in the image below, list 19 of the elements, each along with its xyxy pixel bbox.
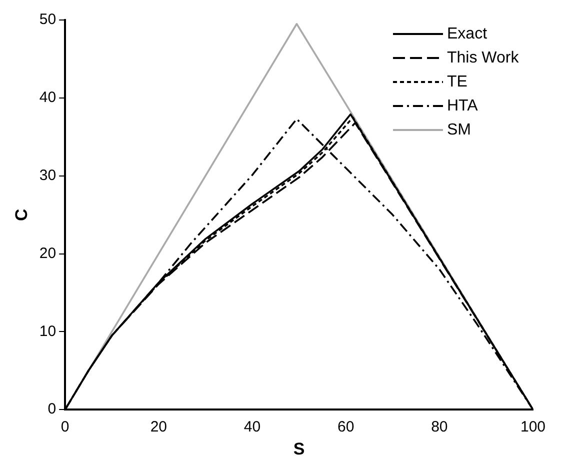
legend-label: This Work <box>447 49 520 66</box>
y-tick-label: 30 <box>39 166 56 184</box>
y-axis-title: C <box>12 208 31 221</box>
y-tick-label: 10 <box>39 322 56 340</box>
x-tick-label: 20 <box>150 418 168 436</box>
legend-label: Exact <box>447 25 488 42</box>
legend-label: HTA <box>447 97 478 114</box>
x-tick-label: 80 <box>431 418 448 436</box>
y-tick-label: 0 <box>48 400 56 418</box>
y-tick-label: 50 <box>39 11 56 28</box>
y-tick-label: 40 <box>39 89 56 106</box>
x-axis-title: S <box>293 439 305 458</box>
legend-label: SM <box>447 121 471 138</box>
x-tick-label: 60 <box>337 418 354 436</box>
x-tick-label: 0 <box>60 418 70 436</box>
y-tick-label: 20 <box>39 244 56 262</box>
x-tick-label: 40 <box>244 418 261 436</box>
legend-label: TE <box>447 73 468 90</box>
x-tick-label: 100 <box>520 418 546 436</box>
